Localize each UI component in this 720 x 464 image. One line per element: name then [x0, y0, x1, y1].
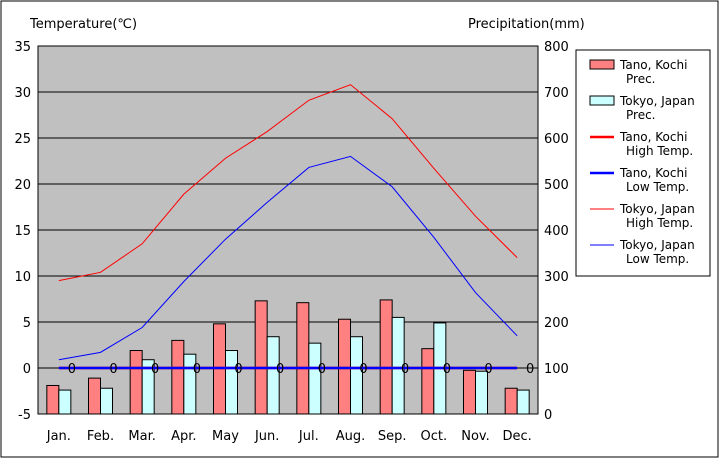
- x-tick-label: Apr.: [171, 429, 196, 444]
- legend-label-tano-kochi-low-temp: Tano, Kochi Low Temp.: [619, 166, 689, 194]
- gridlines: [38, 91, 538, 369]
- temperature-lines: [58, 84, 518, 370]
- bar-tokyo-prec: [225, 350, 238, 415]
- x-tick-label: Dec.: [503, 429, 532, 444]
- x-tick-label: Sep.: [378, 429, 407, 444]
- right-tick-label: 100: [544, 362, 569, 377]
- point-label: 0: [359, 362, 367, 377]
- legend-swatch-tokyo-japan-prec: [589, 95, 615, 106]
- legend-swatch-tano-kochi-prec: [589, 59, 615, 70]
- legend-label-tokyo-japan-prec: Tokyo, Japan Prec.: [619, 94, 695, 122]
- point-label: 0: [276, 362, 284, 377]
- legend: Tano, Kochi Prec. Tokyo, Japan Prec. Tano, K…: [575, 49, 711, 277]
- right-tick-label: 400: [544, 224, 569, 239]
- bar-tokyo-prec: [516, 389, 530, 415]
- x-tick-label: Nov.: [461, 429, 490, 444]
- right-tick-label: 800: [544, 40, 569, 55]
- right-tick-label: 300: [544, 270, 569, 285]
- bar-tano-prec: [338, 318, 351, 415]
- right-axis-ticks: 0 100 200 300 400 500 600 700 800: [544, 40, 569, 423]
- bar-tokyo-prec: [100, 387, 113, 415]
- left-tick-label: 20: [14, 178, 31, 193]
- right-tick-label: 600: [544, 132, 569, 147]
- bar-tano-prec: [379, 299, 393, 415]
- left-axis-title: Temperature(℃): [29, 17, 137, 32]
- bar-tokyo-prec: [308, 342, 322, 415]
- bar-tano-prec: [46, 384, 60, 415]
- right-tick-label: 700: [544, 86, 569, 101]
- line-tokyo-japan-low-temp: [58, 155, 518, 361]
- left-tick-label: 5: [23, 316, 31, 331]
- left-tick-label: 10: [14, 270, 31, 285]
- x-tick-label: Jul.: [298, 429, 319, 444]
- point-labels: 0 0 0 0 0 0 0 0 0 0 0 0: [68, 362, 535, 377]
- point-label: 0: [151, 362, 159, 377]
- point-label: 0: [68, 362, 76, 377]
- bar-tokyo-prec: [141, 359, 155, 415]
- point-label: 0: [484, 362, 492, 377]
- legend-label-tokyo-japan-low-temp: Tokyo, Japan Low Temp.: [619, 238, 695, 266]
- point-label: 0: [401, 362, 409, 377]
- bar-tokyo-prec: [391, 316, 405, 415]
- point-label: 0: [526, 362, 534, 377]
- x-tick-label: Jan.: [46, 429, 71, 444]
- point-label: 0: [193, 362, 201, 377]
- line-tokyo-japan-high-temp: [58, 84, 518, 282]
- bar-tokyo-prec: [266, 336, 280, 415]
- left-tick-label: 0: [23, 362, 31, 377]
- precipitation-bars: [46, 299, 530, 415]
- legend-label-tano-kochi-high-temp: Tano, Kochi High Temp.: [619, 130, 693, 158]
- left-axis-ticks: -5 0 5 10 15 20 25 30 35: [14, 40, 31, 423]
- right-tick-label: 0: [544, 408, 552, 423]
- point-label: 0: [234, 362, 242, 377]
- left-tick-label: 15: [14, 224, 31, 239]
- bar-tano-prec: [463, 369, 476, 415]
- left-tick-label: 25: [14, 132, 31, 147]
- bar-tano-prec: [88, 377, 101, 415]
- bar-tano-prec: [421, 348, 435, 415]
- bar-tokyo-prec: [58, 389, 72, 415]
- right-tick-label: 200: [544, 316, 569, 331]
- left-tick-label: -5: [18, 408, 31, 423]
- right-axis-title: Precipitation(mm): [468, 17, 585, 32]
- legend-label-tano-kochi-prec: Tano, Kochi Prec.: [619, 58, 687, 86]
- x-tick-label: Mar.: [128, 429, 155, 444]
- x-tick-label: Oct.: [421, 429, 448, 444]
- point-label: 0: [318, 362, 326, 377]
- x-tick-label: Jun.: [254, 429, 279, 444]
- bar-tokyo-prec: [475, 370, 488, 415]
- point-label: 0: [443, 362, 451, 377]
- legend-frame: [575, 49, 711, 277]
- legend-label-tokyo-japan-high-temp: Tokyo, Japan High Temp.: [619, 202, 695, 230]
- bar-tano-prec: [129, 350, 143, 415]
- bar-tano-prec: [504, 387, 518, 415]
- left-tick-label: 35: [14, 40, 31, 55]
- x-axis-ticks: Jan. Feb. Mar. Apr. May Jun. Jul. Aug. Sep. Oct. N…: [46, 429, 532, 444]
- x-tick-label: Feb.: [87, 429, 114, 444]
- x-tick-label: Aug.: [336, 429, 366, 444]
- bar-tano-prec: [254, 300, 268, 415]
- bar-tokyo-prec: [350, 336, 363, 415]
- point-label: 0: [109, 362, 117, 377]
- bar-tano-prec: [171, 339, 185, 415]
- x-tick-label: May: [212, 429, 239, 444]
- right-tick-label: 500: [544, 178, 569, 193]
- bar-tano-prec: [296, 302, 310, 415]
- left-tick-label: 30: [14, 86, 31, 101]
